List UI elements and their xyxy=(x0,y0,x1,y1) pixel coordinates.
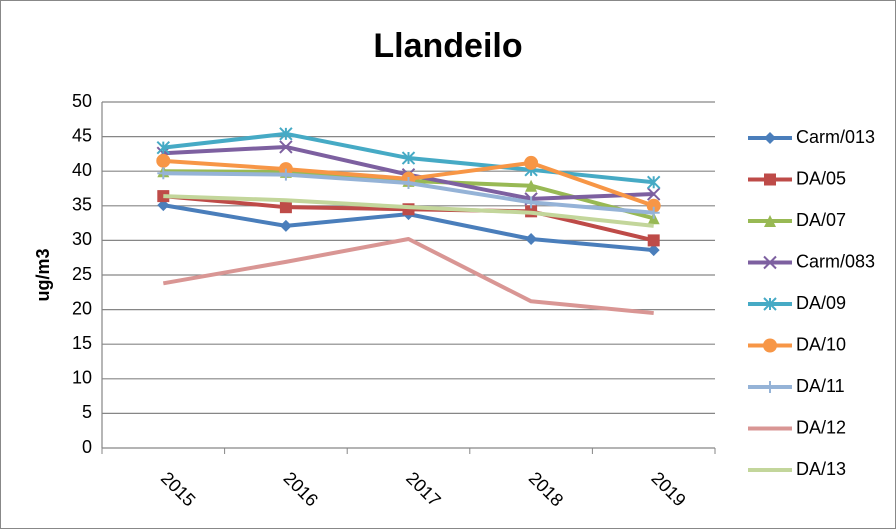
marker xyxy=(279,219,292,232)
legend-label: DA/09 xyxy=(796,293,846,313)
y-tick-label: 35 xyxy=(72,195,92,215)
marker xyxy=(647,206,660,219)
y-tick-label: 25 xyxy=(72,264,92,284)
marker xyxy=(279,127,293,141)
marker xyxy=(646,198,661,213)
marker xyxy=(647,244,660,257)
marker xyxy=(764,215,776,227)
legend-label: Carm/013 xyxy=(796,127,875,147)
marker xyxy=(279,168,292,181)
series-line xyxy=(163,194,654,228)
legend-label: DA/11 xyxy=(796,376,845,396)
marker xyxy=(764,132,776,144)
y-tick-label: 20 xyxy=(72,298,92,318)
chart-title: Llandeilo xyxy=(373,27,522,65)
y-axis-label: ug/m3 xyxy=(33,248,53,301)
marker xyxy=(525,196,538,209)
legend-label: DA/05 xyxy=(796,168,846,188)
marker xyxy=(764,173,776,186)
y-tick-label: 0 xyxy=(82,437,92,457)
y-tick-label: 5 xyxy=(82,402,92,422)
legend-label: DA/12 xyxy=(796,417,846,437)
y-tick-label: 30 xyxy=(72,229,92,249)
y-tick-label: 10 xyxy=(72,368,92,388)
marker xyxy=(763,338,777,353)
marker xyxy=(525,179,538,192)
marker xyxy=(279,201,292,214)
y-tick-label: 40 xyxy=(72,160,92,180)
marker xyxy=(763,255,777,270)
marker xyxy=(764,381,776,393)
marker xyxy=(157,167,170,180)
y-tick-label: 50 xyxy=(72,91,92,111)
marker xyxy=(646,187,661,201)
marker xyxy=(279,140,293,154)
marker xyxy=(156,153,171,168)
y-tick-label: 45 xyxy=(72,125,92,145)
legend-label: Carm/083 xyxy=(796,251,875,271)
marker xyxy=(646,175,661,189)
y-tick-label: 15 xyxy=(72,333,92,353)
legend-label: DA/07 xyxy=(796,210,846,230)
marker xyxy=(763,297,777,311)
legend-label: DA/10 xyxy=(796,334,846,354)
marker xyxy=(401,151,416,165)
marker xyxy=(525,233,538,246)
marker xyxy=(156,140,171,155)
marker xyxy=(524,155,539,170)
legend-label: DA/13 xyxy=(796,459,846,479)
marker xyxy=(402,176,415,189)
marker xyxy=(647,234,660,247)
series-line xyxy=(162,237,654,316)
